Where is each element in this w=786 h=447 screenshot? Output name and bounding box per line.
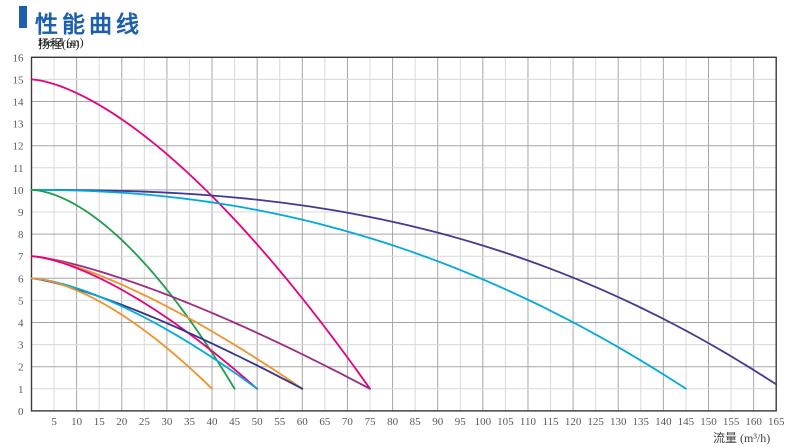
svg-text:5: 5 — [18, 295, 24, 307]
svg-text:160: 160 — [745, 416, 762, 428]
svg-text:20: 20 — [116, 416, 128, 428]
svg-text:70: 70 — [342, 416, 354, 428]
svg-text:4: 4 — [18, 318, 24, 330]
svg-text:15: 15 — [13, 74, 25, 86]
svg-text:110: 110 — [520, 416, 537, 428]
svg-text:120: 120 — [565, 416, 582, 428]
svg-text:10: 10 — [71, 416, 83, 428]
svg-text:15: 15 — [94, 416, 106, 428]
svg-text:0: 0 — [18, 406, 24, 418]
svg-text:135: 135 — [633, 416, 650, 428]
svg-text:3: 3 — [18, 340, 24, 352]
svg-text:30: 30 — [161, 416, 173, 428]
svg-text:6: 6 — [18, 273, 24, 285]
svg-text:150: 150 — [700, 416, 717, 428]
svg-text:100: 100 — [475, 416, 492, 428]
svg-text:50: 50 — [252, 416, 264, 428]
svg-text:105: 105 — [497, 416, 514, 428]
svg-text:165: 165 — [768, 416, 785, 428]
svg-text:125: 125 — [587, 416, 604, 428]
svg-text:5: 5 — [51, 416, 57, 428]
svg-text:16: 16 — [13, 52, 25, 64]
svg-text:55: 55 — [274, 416, 286, 428]
svg-text:7: 7 — [18, 251, 24, 263]
svg-text:25: 25 — [139, 416, 151, 428]
svg-text:90: 90 — [432, 416, 444, 428]
svg-text:155: 155 — [723, 416, 740, 428]
svg-text:145: 145 — [678, 416, 695, 428]
svg-text:1: 1 — [18, 384, 24, 396]
svg-text:10: 10 — [13, 185, 25, 197]
svg-text:9: 9 — [18, 207, 24, 219]
svg-text:11: 11 — [13, 163, 24, 175]
svg-text:60: 60 — [297, 416, 309, 428]
svg-text:12: 12 — [13, 141, 24, 153]
svg-text:2: 2 — [18, 362, 24, 374]
svg-text:130: 130 — [610, 416, 627, 428]
svg-text:140: 140 — [655, 416, 672, 428]
svg-text:35: 35 — [184, 416, 196, 428]
svg-text:40: 40 — [207, 416, 219, 428]
svg-text:75: 75 — [365, 416, 377, 428]
svg-text:85: 85 — [410, 416, 422, 428]
svg-text:45: 45 — [229, 416, 241, 428]
svg-text:65: 65 — [319, 416, 331, 428]
svg-text:14: 14 — [13, 97, 25, 109]
svg-text:115: 115 — [542, 416, 559, 428]
svg-text:13: 13 — [13, 119, 25, 131]
svg-text:8: 8 — [18, 229, 24, 241]
svg-text:95: 95 — [455, 416, 467, 428]
svg-text:80: 80 — [387, 416, 399, 428]
